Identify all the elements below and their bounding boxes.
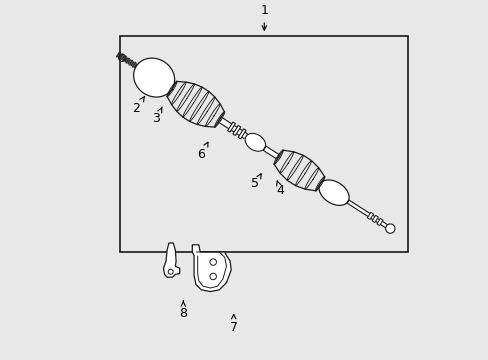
Circle shape <box>385 224 394 233</box>
Polygon shape <box>376 219 382 226</box>
Text: 3: 3 <box>152 107 162 125</box>
Polygon shape <box>118 54 121 58</box>
Polygon shape <box>192 245 231 292</box>
Text: 5: 5 <box>251 174 261 190</box>
Polygon shape <box>132 62 136 67</box>
Polygon shape <box>116 52 120 57</box>
Polygon shape <box>131 62 134 66</box>
Text: 2: 2 <box>132 96 144 114</box>
Polygon shape <box>124 58 127 62</box>
Polygon shape <box>129 60 133 66</box>
Polygon shape <box>163 243 179 277</box>
Polygon shape <box>227 122 235 132</box>
Text: 4: 4 <box>276 181 284 197</box>
Polygon shape <box>134 64 137 68</box>
Polygon shape <box>232 125 240 135</box>
Bar <box>120 36 407 252</box>
Polygon shape <box>218 117 247 139</box>
Polygon shape <box>127 60 131 64</box>
Polygon shape <box>346 200 390 230</box>
Polygon shape <box>366 212 373 220</box>
Polygon shape <box>121 55 124 60</box>
Polygon shape <box>318 180 348 205</box>
Text: 1: 1 <box>260 4 268 30</box>
Polygon shape <box>238 129 245 139</box>
Polygon shape <box>371 215 378 222</box>
Polygon shape <box>244 134 265 151</box>
Polygon shape <box>125 58 129 63</box>
Text: 8: 8 <box>179 301 187 320</box>
Text: 6: 6 <box>197 142 207 161</box>
Polygon shape <box>119 54 123 59</box>
Polygon shape <box>263 146 279 159</box>
Polygon shape <box>122 56 126 61</box>
Polygon shape <box>133 58 174 97</box>
Text: 7: 7 <box>229 314 237 334</box>
